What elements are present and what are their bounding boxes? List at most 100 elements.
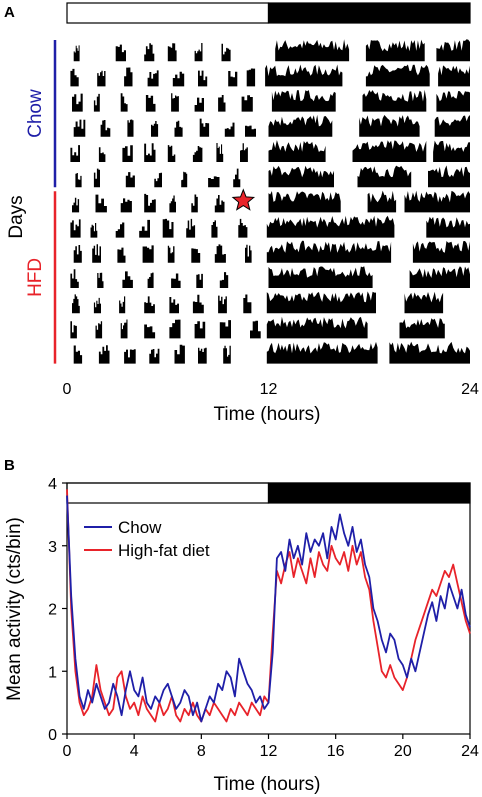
light-activity-bout xyxy=(144,143,156,162)
light-activity-bout xyxy=(90,223,98,238)
dark-activity-block xyxy=(352,140,427,162)
light-activity-bout xyxy=(72,93,83,112)
actogram-row-day-6 xyxy=(75,165,470,188)
actogram-row-day-4 xyxy=(73,114,470,137)
light-activity-bout xyxy=(208,176,220,188)
light-activity-bout xyxy=(142,245,154,263)
light-activity-bout xyxy=(93,93,100,112)
dark-activity-block xyxy=(436,91,470,112)
light-activity-bout xyxy=(73,345,83,364)
light-activity-bout xyxy=(233,168,241,188)
group-label-hfd: HFD xyxy=(25,258,46,297)
actogram-x-axis-label: Time (hours) xyxy=(214,404,321,425)
panel-a-letter: A xyxy=(4,4,15,21)
light-activity-bout xyxy=(72,294,80,314)
dark-activity-block xyxy=(428,165,470,188)
light-phase-bar xyxy=(66,2,270,24)
light-activity-bout xyxy=(228,71,238,87)
light-activity-bout xyxy=(218,95,226,112)
dark-activity-block xyxy=(265,64,343,87)
light-activity-bout xyxy=(73,119,86,137)
line-chart-y-axis-label: Mean activity (cts/bin) xyxy=(4,517,25,701)
dark-activity-block xyxy=(266,291,376,314)
light-activity-bout xyxy=(238,218,248,238)
light-activity-bout xyxy=(95,194,107,213)
actogram-row-day-3 xyxy=(72,89,470,112)
light-activity-bout xyxy=(186,218,196,238)
light-activity-bout xyxy=(171,93,179,112)
dark-activity-block xyxy=(409,266,470,288)
x-tick-label: 24 xyxy=(461,743,479,760)
light-activity-bout xyxy=(245,244,252,263)
light-activity-bout xyxy=(73,245,82,263)
light-activity-bout xyxy=(194,97,204,112)
light-activity-bout xyxy=(167,145,176,162)
x-tick-label: 8 xyxy=(197,743,206,760)
light-activity-bout xyxy=(199,118,210,137)
light-activity-bout xyxy=(98,345,110,364)
actogram-row-day-2 xyxy=(70,64,470,87)
dark-activity-block xyxy=(357,165,412,188)
light-phase-bar xyxy=(66,482,270,504)
light-activity-bout xyxy=(97,70,106,87)
dark-activity-block xyxy=(367,190,397,213)
dark-phase-bar xyxy=(267,482,471,504)
actogram-x-ticks: 0 12 24 xyxy=(63,381,479,398)
star-marker xyxy=(231,188,256,211)
line-chart-x-ticks: 0 4 8 12 16 20 24 xyxy=(63,734,479,760)
light-activity-bout xyxy=(145,95,156,112)
light-activity-bout xyxy=(167,245,175,263)
light-activity-bout xyxy=(181,171,188,188)
light-activity-bout xyxy=(194,43,203,62)
line-chart-light-dark-bar xyxy=(66,482,471,504)
panel-b-letter: B xyxy=(4,457,15,474)
light-activity-bout xyxy=(198,347,207,364)
x-tick-label: 16 xyxy=(327,743,345,760)
light-activity-bout xyxy=(245,125,256,137)
actogram-row-day-11 xyxy=(72,291,444,314)
actogram-x-tick-label: 0 xyxy=(63,381,72,398)
light-activity-bout xyxy=(144,296,155,314)
light-activity-bout xyxy=(224,122,235,137)
light-activity-bout xyxy=(92,244,101,263)
legend-label-chow: Chow xyxy=(118,518,162,537)
actogram-rows xyxy=(70,39,470,364)
actogram-row-day-13 xyxy=(73,341,470,364)
line-chart-series xyxy=(66,489,471,723)
light-activity-bout xyxy=(115,222,125,238)
light-activity-bout xyxy=(169,297,179,314)
dark-activity-block xyxy=(438,65,470,87)
light-activity-bout xyxy=(172,71,185,87)
x-tick-label: 12 xyxy=(260,743,278,760)
light-activity-bout xyxy=(144,43,155,62)
line-chart-x-axis-label: Time (hours) xyxy=(214,774,321,795)
y-tick-label: 3 xyxy=(48,539,57,556)
light-activity-bout xyxy=(70,68,79,87)
dark-activity-block xyxy=(268,266,373,288)
light-activity-bout xyxy=(246,68,256,87)
dark-activity-block xyxy=(266,341,378,364)
light-activity-bout xyxy=(174,120,183,137)
light-activity-bout xyxy=(73,45,80,62)
light-activity-bout xyxy=(127,119,134,137)
light-activity-bout xyxy=(70,269,79,288)
dark-activity-block xyxy=(365,64,430,87)
y-tick-label: 2 xyxy=(48,602,57,619)
light-activity-bout xyxy=(72,197,80,213)
light-activity-bout xyxy=(144,324,156,339)
legend-label-high-fat-diet: High-fat diet xyxy=(118,541,210,560)
light-activity-bout xyxy=(214,195,225,213)
dark-activity-block xyxy=(268,165,334,188)
light-activity-bout xyxy=(120,198,132,213)
light-activity-bout xyxy=(70,321,77,339)
x-tick-label: 0 xyxy=(63,743,72,760)
light-activity-bout xyxy=(115,44,126,62)
actogram-group-labels: Chow HFD xyxy=(25,40,57,364)
light-activity-bout xyxy=(122,145,133,162)
light-activity-bout xyxy=(219,272,229,288)
y-tick-label: 4 xyxy=(48,476,57,493)
dark-activity-block xyxy=(412,241,470,263)
light-activity-bout xyxy=(139,219,150,238)
dark-activity-block xyxy=(436,39,470,62)
